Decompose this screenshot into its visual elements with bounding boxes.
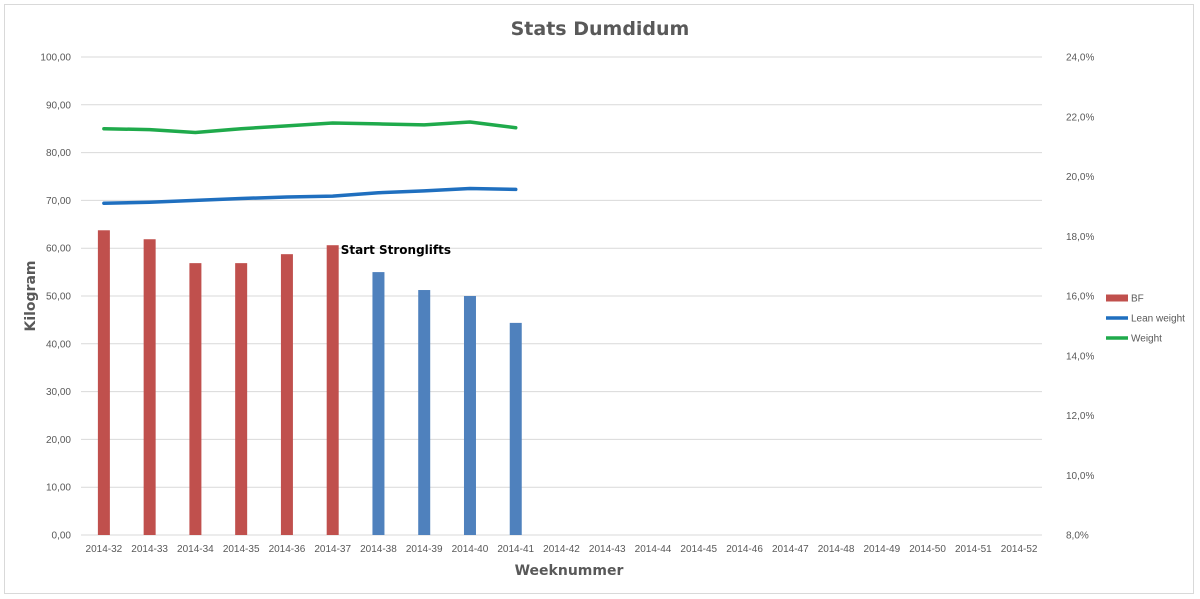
x-tick-label: 2014-39 — [406, 544, 443, 555]
x-tick-label: 2014-45 — [680, 544, 717, 555]
bar-bf — [143, 239, 156, 536]
legend: BF Lean weight Weight — [1106, 294, 1185, 345]
y2-tick-label: 8,0% — [1066, 531, 1089, 542]
x-tick-label: 2014-38 — [360, 544, 397, 555]
x-tick-label: 2014-47 — [772, 544, 809, 555]
bars — [97, 230, 522, 536]
legend-label: BF — [1131, 294, 1144, 305]
y-tick-label: 20,00 — [46, 435, 71, 446]
x-tick-label: 2014-36 — [269, 544, 306, 555]
y-tick-label: 50,00 — [46, 292, 71, 303]
y-tick-label: 100,00 — [40, 53, 71, 64]
y-tick-label: 30,00 — [46, 387, 71, 398]
bar-bf — [509, 322, 522, 535]
y-axis-title: Kilogram — [23, 260, 39, 331]
x-tick-label: 2014-32 — [86, 544, 123, 555]
x-axis-title: Weeknummer — [515, 563, 624, 579]
legend-swatch — [1106, 294, 1128, 302]
bar-bf — [418, 290, 431, 535]
x-tick-label: 2014-33 — [131, 544, 168, 555]
bar-bf — [189, 263, 202, 535]
x-tick-label: 2014-44 — [635, 544, 672, 555]
bar-bf — [463, 296, 476, 535]
bar-bf — [372, 272, 385, 535]
legend-label: Weight — [1131, 334, 1162, 345]
line-lean-weight — [102, 186, 518, 206]
y2-tick-label: 12,0% — [1066, 411, 1094, 422]
x-tick-label: 2014-51 — [955, 544, 992, 555]
y2-tick-label: 10,0% — [1066, 471, 1094, 482]
bar-bf — [326, 245, 339, 535]
legend-label: Lean weight — [1131, 314, 1185, 325]
y-tick-label: 10,00 — [46, 483, 71, 494]
x-tick-label: 2014-40 — [452, 544, 489, 555]
bar-bf — [280, 254, 293, 536]
x-tick-label: 2014-46 — [726, 544, 763, 555]
bar-bf — [97, 230, 110, 535]
y-tick-label: 0,00 — [52, 531, 72, 542]
y-tick-label: 60,00 — [46, 244, 71, 255]
y2-tick-label: 22,0% — [1066, 112, 1094, 123]
y2-tick-label: 16,0% — [1066, 292, 1094, 303]
y-axis-ticks: 0,00 10,00 20,00 30,00 40,00 50,00 60,00 70,00 8… — [40, 53, 71, 542]
line-weight — [102, 120, 518, 135]
y2-tick-label: 24,0% — [1066, 53, 1094, 64]
x-tick-label: 2014-34 — [177, 544, 214, 555]
x-tick-label: 2014-35 — [223, 544, 260, 555]
chart-frame — [4, 4, 1194, 594]
x-tick-label: 2014-49 — [863, 544, 900, 555]
y2-tick-label: 20,0% — [1066, 172, 1094, 183]
y2-tick-label: 18,0% — [1066, 232, 1094, 243]
x-tick-label: 2014-52 — [1001, 544, 1038, 555]
y2-axis-ticks: 8,0% 10,0% 12,0% 14,0% 16,0% 18,0% 20,0% 22,0% 2… — [1066, 53, 1094, 542]
y-tick-label: 80,00 — [46, 148, 71, 159]
bar-bf — [235, 263, 248, 535]
x-tick-label: 2014-50 — [909, 544, 946, 555]
x-tick-label: 2014-43 — [589, 544, 626, 555]
lines — [102, 120, 518, 206]
y-tick-label: 90,00 — [46, 100, 71, 111]
x-tick-label: 2014-41 — [497, 544, 534, 555]
y-tick-label: 40,00 — [46, 339, 71, 350]
x-tick-label: 2014-48 — [818, 544, 855, 555]
x-tick-label: 2014-37 — [314, 544, 351, 555]
x-tick-label: 2014-42 — [543, 544, 580, 555]
annotation-label: Start Stronglifts — [341, 243, 451, 257]
y2-tick-label: 14,0% — [1066, 351, 1094, 362]
chart-title: Stats Dumdidum — [511, 18, 690, 40]
annotations: Start Stronglifts — [341, 243, 451, 257]
y-tick-label: 70,00 — [46, 196, 71, 207]
x-axis-ticks: 2014-32 2014-33 2014-34 2014-35 2014-36 2014-… — [86, 544, 1038, 555]
